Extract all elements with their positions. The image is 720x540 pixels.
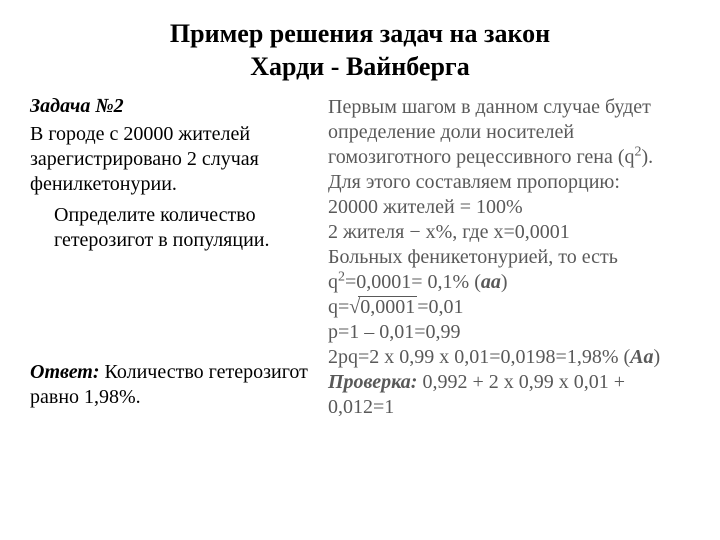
twopq-close: ) [654,346,661,368]
sick-line: Больных феникетонурией, то есть [328,245,690,270]
solution-intro-a: Первым шагом в данном случае будет опред… [328,96,651,168]
qsq-close: ) [501,271,508,293]
slide-title: Пример решения задач на закон Харди - Ва… [30,18,690,83]
answer-label: Ответ: [30,361,100,383]
genotype-Aa: Aа [630,346,653,368]
q-squared-line: q2=0,0001= 0,1% (аа) [328,270,690,295]
proportion-line-2: 2 жителя − x%, где x=0,0001 [328,220,690,245]
title-line-2: Харди - Вайнберга [250,52,469,81]
right-column: Первым шагом в данном случае будет опред… [328,95,690,420]
q-root-line: q=√0,0001=0,01 [328,295,690,320]
title-line-1: Пример решения задач на закон [170,19,550,48]
sqrt-arg: 0,0001 [358,296,417,317]
q-var: q [625,146,635,168]
q-eq: q= [328,296,349,318]
task-question-row: Определите количество гетерозигот в попу… [30,203,310,253]
solution-intro: Первым шагом в данном случае будет опред… [328,95,690,195]
twopq-a: 2pq=2 x 0,99 x 0,01=0,0198=1,98% ( [328,346,630,368]
p-line: p=1 – 0,01=0,99 [328,320,690,345]
qsq-val: =0,0001= 0,1% ( [345,271,481,293]
qsq-exp: 2 [338,269,345,284]
check-line: Проверка: 0,992 + 2 x 0,99 x 0,01 + 0,01… [328,370,690,420]
bullet-marker [36,203,54,253]
content-columns: Задача №2 В городе с 20000 жителей зарег… [30,95,690,420]
task-question: Определите количество гетерозигот в попу… [54,203,310,253]
twopq-line: 2pq=2 x 0,99 x 0,01=0,0198=1,98% (Aа) [328,345,690,370]
sqrt-expr: √0,0001 [349,295,417,320]
task-number: Задача №2 [30,95,310,118]
task-statement: В городе с 20000 жителей зарегистрирован… [30,122,310,197]
proportion-line-1: 20000 жителей = 100% [328,195,690,220]
q-exp: 2 [635,144,642,159]
genotype-aa: аа [481,271,501,293]
left-column: Задача №2 В городе с 20000 жителей зарег… [30,95,310,420]
check-label: Проверка: [328,371,417,393]
q-result: =0,01 [417,296,463,318]
qsq-q: q [328,271,338,293]
answer-block: Ответ: Количество гетерозигот равно 1,98… [30,360,310,420]
